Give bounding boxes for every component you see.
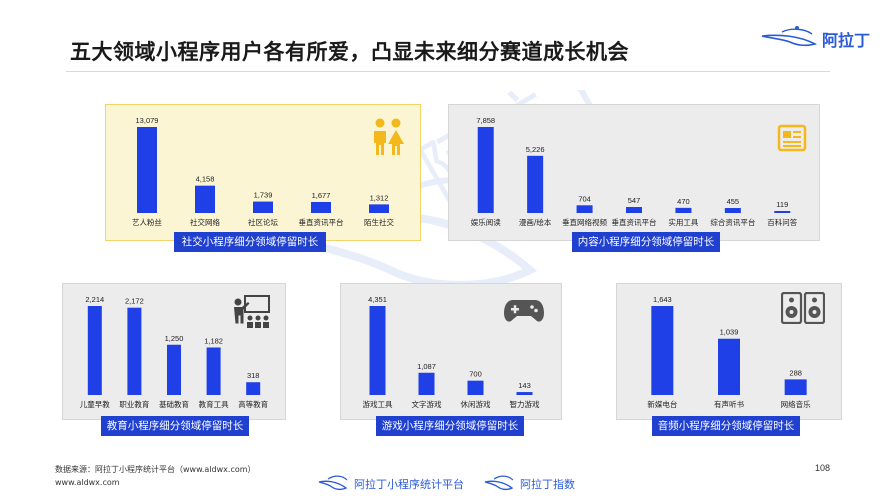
people-icon [374, 118, 404, 155]
category-label-2: 基础教育 [159, 399, 189, 409]
value-label-2: 288 [789, 368, 802, 377]
aladdin-lamp-icon [761, 26, 818, 47]
bar-3 [206, 347, 221, 395]
category-label-1: 职业教育 [119, 399, 149, 409]
bar-2 [167, 344, 181, 395]
value-label-0: 1,643 [653, 295, 672, 304]
game-chart-panel: 4,351 游戏工具 1,087 文字游戏 700 休闲游戏 143 智力游戏 [340, 283, 562, 420]
category-label-4: 高等教育 [238, 399, 268, 409]
value-label-2: 704 [578, 194, 591, 203]
category-label-0: 娱乐阅读 [471, 217, 501, 227]
category-label-1: 社交网络 [190, 217, 220, 227]
audio-chart-panel: 1,643 新媒电台 1,039 有声听书 288 网络音乐 [616, 283, 842, 420]
category-label-0: 游戏工具 [363, 399, 393, 409]
data-source-note: 数据来源：阿拉丁小程序统计平台（www.aldwx.com） www.aldwx… [55, 463, 256, 489]
source-line: 数据来源：阿拉丁小程序统计平台（www.aldwx.com） [55, 465, 256, 474]
audio-chart-caption: 音频小程序细分领域停留时长 [652, 416, 800, 436]
value-label-3: 1,677 [312, 191, 331, 200]
footer-lamp-icon [484, 475, 514, 491]
category-label-0: 儿童早教 [80, 399, 110, 409]
footer-lamp-icon [318, 475, 348, 491]
value-label-3: 1,182 [204, 336, 223, 345]
category-label-6: 百科问答 [767, 217, 797, 227]
value-label-6: 119 [776, 200, 788, 209]
value-label-1: 2,172 [125, 297, 144, 306]
source-url: www.aldwx.com [55, 478, 120, 487]
category-label-1: 文字游戏 [412, 399, 442, 409]
category-label-2: 垂直网络视频 [562, 217, 607, 227]
bar-0 [369, 306, 386, 395]
value-label-2: 1,739 [254, 191, 273, 200]
category-label-2: 社区论坛 [248, 217, 278, 227]
value-label-4: 1,312 [370, 193, 389, 202]
bar-4 [675, 207, 692, 213]
social-chart-panel: 13,079 艺人粉丝 4,158 社交网络 1,739 社区论坛 1,677 垂直资讯平台 1… [105, 104, 421, 241]
content-chart-caption: 内容小程序细分领域停留时长 [572, 232, 720, 252]
game-chart-caption: 游戏小程序细分领域停留时长 [376, 416, 524, 436]
education-chart-panel: 2,214 儿童早教 2,172 职业教育 1,250 基础教育 1,182 教育工具 318 高… [62, 283, 286, 420]
page-number: 108 [815, 463, 831, 473]
education-chart-caption: 教育小程序细分领域停留时长 [101, 416, 249, 436]
bar-4 [369, 204, 389, 213]
category-label-3: 垂直资讯平台 [612, 217, 657, 227]
value-label-3: 143 [518, 381, 531, 390]
value-label-1: 4,158 [196, 175, 215, 184]
category-label-4: 实用工具 [668, 217, 698, 227]
category-label-0: 新媒电台 [647, 399, 677, 409]
category-label-3: 垂直资讯平台 [299, 217, 344, 227]
category-label-3: 教育工具 [199, 399, 229, 409]
bar-0 [137, 127, 157, 213]
bar-0 [651, 306, 674, 395]
bar-1 [418, 372, 435, 395]
bar-0 [87, 306, 102, 395]
page-title: 五大领域小程序用户各有所爱，凸显未来细分赛道成长机会 [70, 40, 629, 64]
bar-5 [724, 208, 741, 213]
value-label-0: 2,214 [85, 295, 104, 304]
bar-1 [127, 307, 142, 395]
bar-3 [516, 392, 533, 395]
bar-3 [311, 201, 331, 213]
value-label-0: 4,351 [368, 295, 387, 304]
bar-2 [467, 380, 484, 395]
gamepad-icon [504, 300, 544, 322]
social-chart-caption: 社交小程序细分领域停留时长 [174, 232, 326, 252]
category-label-0: 艺人粉丝 [132, 217, 162, 227]
bar-2 [784, 379, 807, 395]
footer-brand-index[interactable]: 阿拉丁指数 [520, 478, 575, 491]
brand-logo-text: 阿拉丁 [822, 31, 871, 50]
value-label-4: 470 [677, 197, 690, 206]
value-label-2: 1,250 [165, 334, 184, 343]
teacher-icon [234, 295, 270, 328]
value-label-5: 455 [727, 197, 740, 206]
value-label-0: 13,079 [136, 116, 159, 125]
category-label-1: 漫画/绘本 [519, 217, 552, 227]
bar-1 [195, 185, 215, 213]
value-label-0: 7,858 [476, 116, 495, 125]
bar-4 [246, 382, 261, 395]
bar-1 [718, 338, 740, 395]
bar-6 [774, 211, 791, 213]
value-label-1: 5,226 [526, 145, 545, 154]
bar-3 [626, 207, 642, 213]
category-label-2: 休闲游戏 [461, 399, 491, 409]
category-label-3: 智力游戏 [510, 399, 540, 409]
value-label-2: 700 [469, 370, 482, 379]
category-label-1: 有声听书 [714, 399, 744, 409]
category-label-4: 陌生社交 [364, 217, 394, 227]
category-label-2: 网络音乐 [781, 399, 811, 409]
bar-0 [477, 127, 494, 213]
footer-brand-stats[interactable]: 阿拉丁小程序统计平台 [354, 478, 464, 491]
title-divider [66, 71, 830, 72]
bar-2 [253, 201, 273, 213]
value-label-3: 547 [628, 196, 641, 205]
value-label-4: 318 [247, 371, 260, 380]
value-label-1: 1,087 [417, 362, 436, 371]
content-chart-panel: 7,858 娱乐阅读 5,226 漫画/绘本 704 垂直网络视频 547 垂直资讯平台 470… [448, 104, 820, 241]
bar-1 [527, 155, 544, 213]
value-label-1: 1,039 [720, 328, 739, 337]
category-label-5: 综合资讯平台 [710, 217, 755, 227]
bar-2 [576, 205, 593, 213]
speaker-icon [781, 292, 825, 324]
newspaper-icon [777, 124, 807, 152]
